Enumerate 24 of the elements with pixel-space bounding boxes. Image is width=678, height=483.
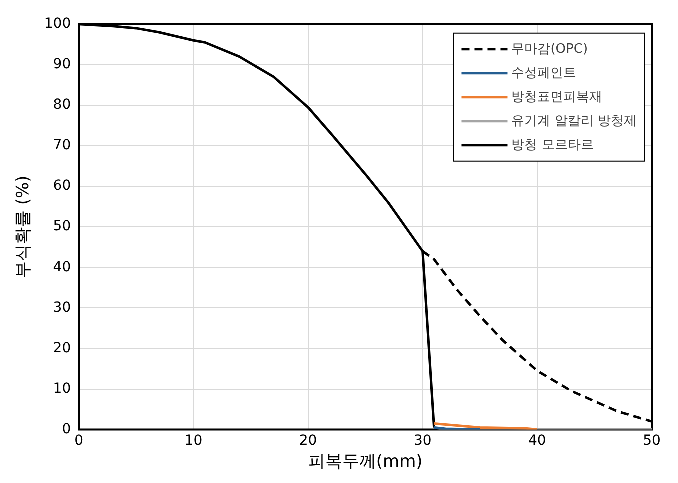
- y-tick-label: 30: [53, 300, 72, 316]
- x-tick-label: 30: [414, 432, 432, 449]
- y-tick-label: 60: [53, 178, 72, 194]
- x-tick-label: 40: [528, 432, 546, 449]
- x-tick-label: 10: [184, 432, 203, 449]
- x-tick-label: 0: [74, 432, 84, 449]
- legend-label: 방청표면피복재: [512, 90, 603, 105]
- x-tick-label: 50: [643, 432, 661, 449]
- y-tick-label: 100: [44, 16, 72, 32]
- x-tick-label: 20: [299, 432, 318, 449]
- y-tick-label: 50: [53, 218, 72, 235]
- y-tick-label: 0: [62, 421, 72, 438]
- legend-label: 방청 모르타르: [512, 138, 594, 153]
- y-axis-title: 부식확률 (%): [14, 176, 34, 279]
- y-tick-label: 10: [53, 380, 72, 397]
- legend-label: 무마감(OPC): [512, 42, 588, 57]
- y-tick-label: 70: [53, 138, 72, 154]
- y-tick-label: 90: [53, 56, 72, 73]
- legend-label: 유기계 알칼리 방청제: [512, 114, 637, 129]
- y-tick-label: 80: [53, 97, 72, 114]
- legend-label: 수성페인트: [512, 66, 577, 81]
- y-tick-label: 20: [53, 340, 72, 356]
- x-axis-title: 피복두께(mm): [308, 452, 423, 472]
- y-tick-label: 40: [53, 259, 72, 276]
